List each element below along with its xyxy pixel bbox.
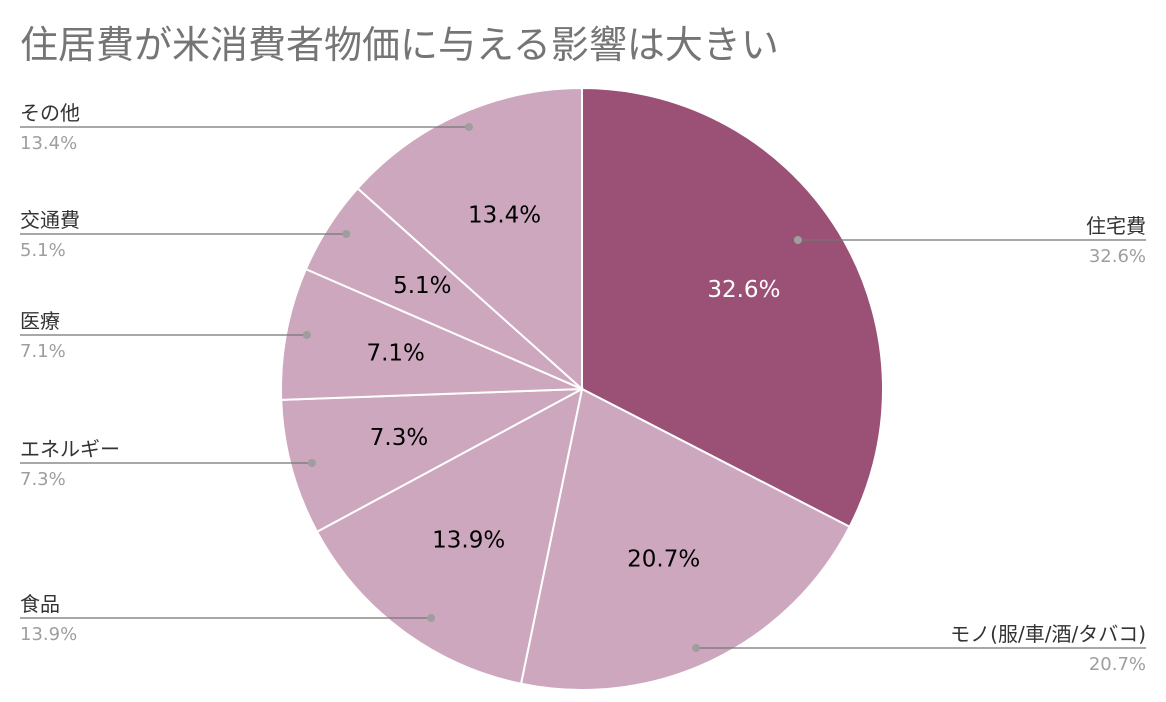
callout-value-3: 7.3%: [20, 469, 66, 490]
callout-value-6: 13.4%: [20, 133, 77, 154]
callout-label-3: エネルギー: [20, 437, 120, 461]
callout-dot-0: [793, 236, 802, 244]
slice-label-4: 7.1%: [366, 340, 424, 366]
callout-4: 医療 7.1%: [20, 309, 311, 362]
callout-dot-3: [307, 459, 316, 467]
slice-label-3: 7.3%: [370, 425, 428, 451]
pie-slice-4: [280, 267, 583, 401]
pie-slice-0: [581, 86, 885, 529]
slice-label-2: 13.9%: [432, 528, 505, 554]
callout-value-0: 32.6%: [1089, 246, 1146, 267]
pie-slice-3: [280, 388, 583, 534]
callout-label-6: その他: [20, 101, 80, 125]
callout-value-2: 13.9%: [20, 624, 77, 645]
chart-title: 住居費が米消費者物価に与える影響は大きい: [20, 23, 779, 67]
callout-label-1: モノ(服/車/酒/タバコ): [950, 622, 1146, 646]
slice-label-6: 13.4%: [468, 202, 541, 228]
pie-callouts: 住宅費 32.6% モノ(服/車/酒/タバコ) 20.7% 食品 13.9% エネルギー 7.…: [20, 101, 1146, 675]
callout-dot-2: [427, 614, 435, 622]
pie-slice-6: [356, 86, 583, 392]
callout-label-2: 食品: [20, 592, 60, 616]
slice-label-0: 32.6%: [707, 277, 780, 303]
callout-dot-6: [464, 123, 473, 131]
callout-dot-1: [692, 644, 701, 652]
callout-value-1: 20.7%: [1089, 654, 1146, 675]
callout-2: 食品 13.9%: [20, 592, 435, 645]
pie-slice-1: [519, 387, 851, 691]
pie-slice-2: [315, 387, 584, 685]
callout-label-4: 医療: [20, 309, 60, 333]
callout-value-4: 7.1%: [20, 341, 66, 362]
callout-3: エネルギー 7.3%: [20, 437, 316, 490]
callout-0: 住宅費 32.6%: [793, 214, 1146, 267]
callout-dot-5: [342, 230, 351, 238]
callout-value-5: 5.1%: [20, 240, 66, 261]
pie-slices: [280, 86, 885, 691]
callout-dot-4: [302, 331, 311, 339]
callout-label-0: 住宅費: [1086, 214, 1146, 238]
slice-label-1: 20.7%: [627, 547, 700, 573]
callout-6: その他 13.4%: [20, 101, 473, 154]
callout-label-5: 交通費: [20, 208, 80, 232]
callout-1: モノ(服/車/酒/タバコ) 20.7%: [692, 622, 1146, 675]
callout-5: 交通費 5.1%: [20, 208, 351, 261]
pie-slice-labels: 32.6% 20.7% 13.9% 7.3% 7.1% 5.1% 13.4%: [366, 202, 780, 572]
slice-label-5: 5.1%: [393, 273, 451, 299]
